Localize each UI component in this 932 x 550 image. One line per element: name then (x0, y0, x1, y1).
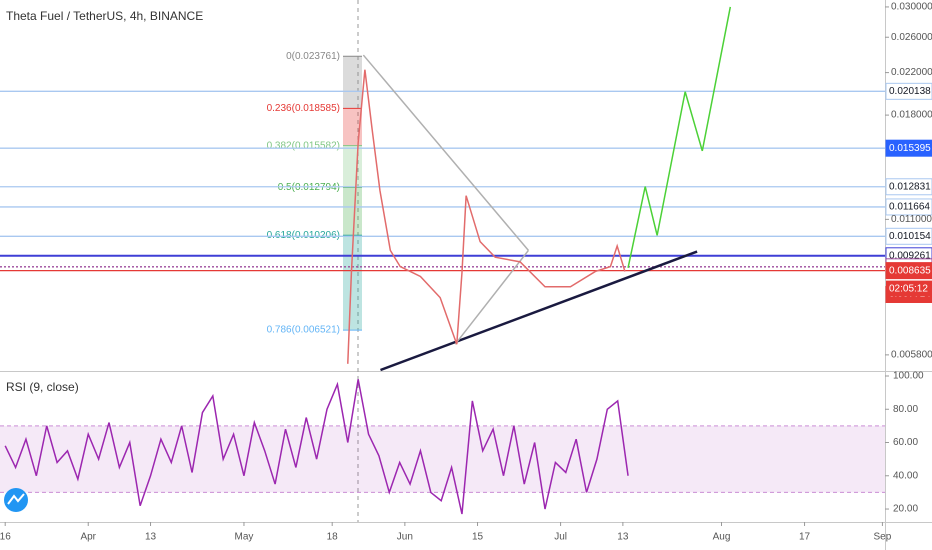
x-tick-label: 16 (0, 532, 11, 543)
rsi-title: RSI (9, close) (6, 380, 79, 394)
fib-label: 0.382(0.015582) (267, 140, 340, 151)
series-line (627, 6, 732, 268)
fib-label: 0.786(0.006521) (267, 325, 340, 336)
fib-zone (343, 235, 362, 331)
level-label: 0.015395 (889, 143, 931, 154)
level-box (885, 178, 932, 196)
rsi-pane: 100.00 80.00 60.00 40.00 20.00 (0, 371, 924, 515)
y-tick-label: 0.018000 (891, 110, 932, 121)
fib-label: 0(0.023761) (286, 51, 340, 62)
y-tick-label: 0.022000 (891, 67, 932, 78)
fib-zone (343, 187, 362, 236)
level-label: 0.010154 (889, 231, 931, 242)
rsi-y-tick-label: 60.00 (893, 437, 918, 448)
x-tick-label: Aug (713, 532, 731, 543)
level-box (885, 139, 932, 157)
fib-zone (343, 108, 362, 146)
fib-label: 0.5(0.012794) (278, 182, 340, 193)
x-tick-label: 15 (472, 532, 484, 543)
x-tick-label: 17 (799, 532, 811, 543)
level-label: 0.009261 (889, 250, 931, 261)
series-line (347, 69, 626, 364)
x-tick-label: Sep (874, 532, 892, 543)
rsi-y-tick-label: 20.00 (893, 504, 918, 515)
x-tick-label: 13 (617, 532, 629, 543)
x-tick-label: Apr (80, 532, 96, 543)
level-label: 0.020138 (889, 86, 931, 97)
logo-glyph (7, 493, 25, 505)
level-label: 0.008635 (889, 265, 931, 276)
rsi-band (0, 425, 885, 493)
level-box (885, 227, 932, 245)
level-box (885, 82, 932, 100)
x-tick-label: May (235, 532, 254, 543)
y-tick-label: 0.011000 (891, 214, 932, 225)
level-box (885, 262, 932, 280)
fib-zone (343, 56, 362, 109)
y-tick-label: 0.030000 (891, 2, 932, 13)
logo[interactable] (4, 488, 28, 512)
trend-line (454, 249, 529, 345)
chart-title: Theta Fuel / TetherUS, 4h, BINANCE (6, 9, 203, 23)
fib-label: 0.236(0.018585) (267, 103, 340, 114)
fib-zone (343, 145, 362, 188)
countdown-box (886, 280, 932, 297)
x-tick-label: 13 (145, 532, 157, 543)
x-tick-label: Jun (397, 532, 413, 543)
y-tick-label: 0.026000 (891, 32, 932, 43)
trend-line (380, 250, 698, 372)
rsi-y-tick-label: 80.00 (893, 404, 918, 415)
trend-line (362, 54, 529, 251)
level-label: 0.011664 (889, 202, 930, 213)
series-line (4, 379, 629, 515)
x-tick-label: 18 (327, 532, 339, 543)
level-box (885, 198, 932, 216)
fib-label: 0.618(0.010206) (267, 230, 340, 241)
x-tick-label: Jul (554, 532, 567, 543)
level-label: 0.012831 (889, 181, 931, 192)
rsi-y-tick-label: 100.00 (893, 371, 924, 382)
rsi-y-tick-label: 40.00 (893, 470, 918, 481)
countdown-label: 02:05:12 (889, 283, 928, 294)
price-pane: 0(0.023761) 0.236(0.018585) 0.382(0.015582… (0, 2, 932, 372)
y-tick-label: 0.005800 (891, 350, 932, 361)
